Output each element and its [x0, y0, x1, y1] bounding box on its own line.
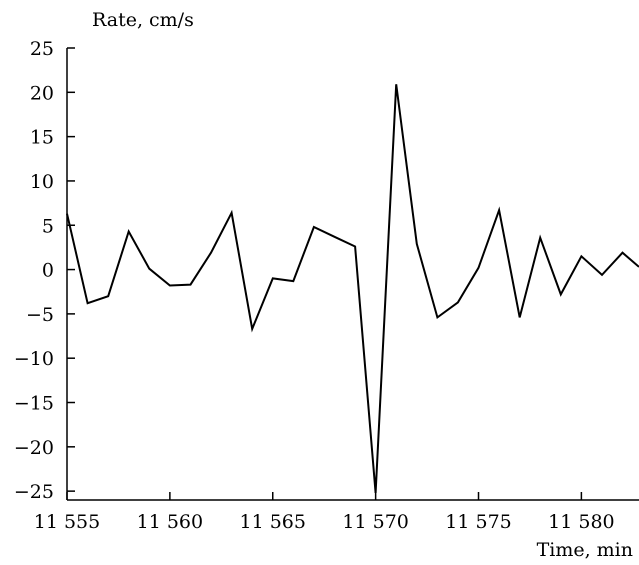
y-tick-label: −5	[26, 304, 54, 326]
y-tick-label: 0	[42, 260, 54, 282]
x-axis-title: Time, min	[537, 539, 633, 561]
y-tick-label: −15	[14, 393, 54, 415]
series-line-rate	[66, 84, 639, 493]
x-tick-label: 11 555	[34, 511, 100, 533]
y-tick-label: 20	[30, 82, 54, 104]
y-tick-label: −25	[14, 481, 54, 503]
y-tick-label: 10	[30, 171, 54, 193]
x-tick-label: 11 575	[445, 511, 511, 533]
y-axis-ticks: 25 20 15 10 5 0 −5 −10 −15 −20 −25	[14, 38, 75, 503]
x-tick-label: 11 565	[240, 511, 306, 533]
y-tick-label: 5	[42, 215, 54, 237]
x-axis-ticks: 11 555 11 560 11 565 11 570 11 575 11 580	[34, 492, 615, 533]
y-axis-title: Rate, cm/s	[92, 9, 194, 31]
y-tick-label: −10	[14, 348, 54, 370]
y-tick-label: 25	[30, 38, 54, 60]
x-tick-label: 11 580	[548, 511, 614, 533]
y-tick-label: −20	[14, 437, 54, 459]
x-tick-label: 11 560	[137, 511, 203, 533]
y-tick-label: 15	[30, 127, 54, 149]
x-tick-label: 11 570	[342, 511, 408, 533]
